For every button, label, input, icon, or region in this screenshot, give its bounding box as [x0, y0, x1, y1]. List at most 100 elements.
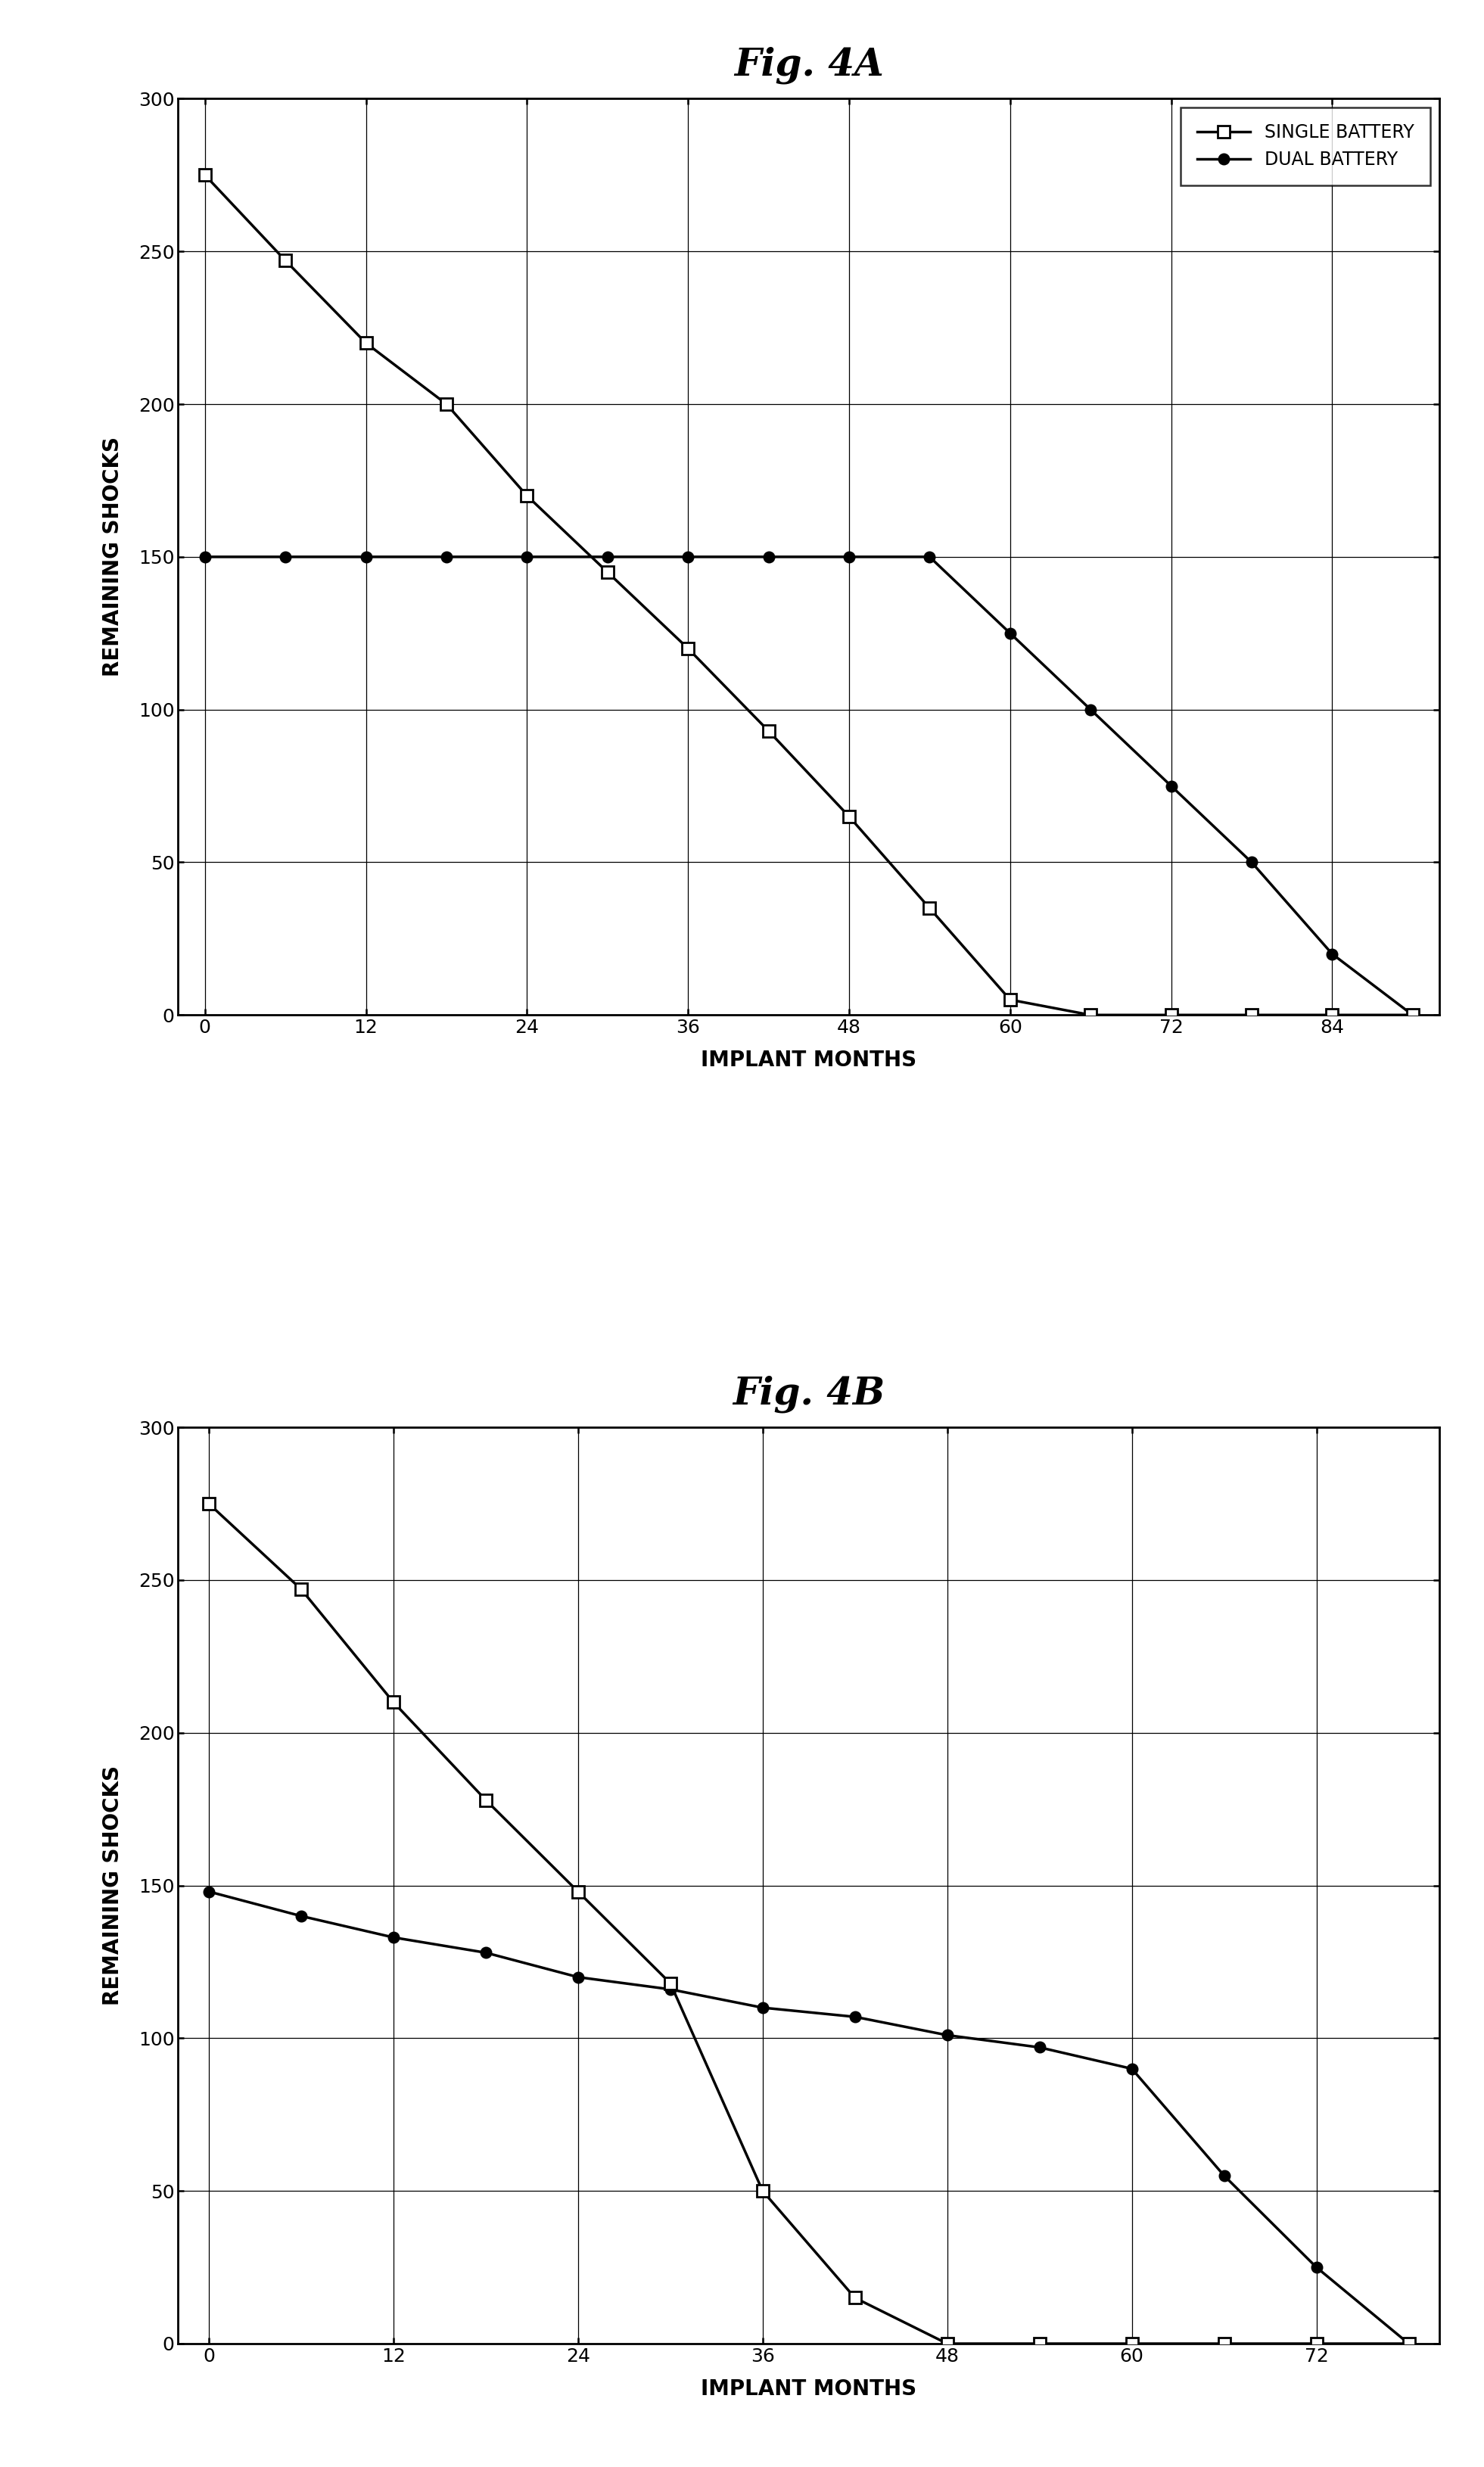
SINGLE BATTERY — [754, 2176, 772, 2205]
Point — [515, 476, 539, 516]
SINGLE BATTERY — [598, 558, 616, 587]
X-axis label: IMPLANT MONTHS: IMPLANT MONTHS — [700, 2378, 917, 2400]
DUAL BATTERY — [1404, 999, 1422, 1029]
DUAL BATTERY — [1215, 2161, 1233, 2191]
SINGLE BATTERY — [680, 634, 697, 664]
Title: Fig. 4B: Fig. 4B — [733, 1377, 884, 1414]
DUAL BATTERY — [1123, 2055, 1141, 2085]
DUAL BATTERY — [1002, 619, 1020, 649]
Y-axis label: REMAINING SHOCKS: REMAINING SHOCKS — [102, 437, 123, 676]
Point — [1212, 2324, 1236, 2363]
SINGLE BATTERY — [1215, 2329, 1233, 2358]
DUAL BATTERY — [1030, 2033, 1048, 2062]
Line: SINGLE BATTERY: SINGLE BATTERY — [199, 168, 1419, 1021]
X-axis label: IMPLANT MONTHS: IMPLANT MONTHS — [700, 1048, 917, 1071]
DUAL BATTERY — [570, 1961, 588, 1991]
Point — [935, 2324, 959, 2363]
Point — [1159, 994, 1183, 1034]
Point — [917, 888, 941, 928]
SINGLE BATTERY — [1242, 999, 1260, 1029]
DUAL BATTERY — [384, 1922, 402, 1951]
Point — [999, 979, 1022, 1019]
Point — [843, 2277, 867, 2317]
DUAL BATTERY — [1082, 696, 1100, 725]
SINGLE BATTERY — [760, 715, 778, 745]
DUAL BATTERY — [476, 1939, 494, 1969]
DUAL BATTERY — [662, 1974, 680, 2003]
SINGLE BATTERY — [1030, 2329, 1048, 2358]
Point — [1321, 994, 1345, 1034]
SINGLE BATTERY — [1324, 999, 1342, 1029]
SINGLE BATTERY — [846, 2282, 864, 2312]
SINGLE BATTERY — [840, 802, 858, 831]
Point — [1401, 994, 1425, 1034]
Point — [1027, 2324, 1051, 2363]
DUAL BATTERY — [200, 1877, 218, 1907]
Line: DUAL BATTERY: DUAL BATTERY — [203, 1887, 1414, 2349]
Point — [677, 629, 700, 669]
Title: Fig. 4A: Fig. 4A — [735, 47, 883, 84]
DUAL BATTERY — [1399, 2329, 1417, 2358]
SINGLE BATTERY — [1002, 984, 1020, 1014]
SINGLE BATTERY — [570, 1877, 588, 1907]
SINGLE BATTERY — [196, 160, 214, 190]
DUAL BATTERY — [920, 543, 938, 572]
Point — [595, 553, 619, 592]
Point — [355, 323, 378, 363]
DUAL BATTERY — [840, 543, 858, 572]
DUAL BATTERY — [938, 2020, 956, 2050]
SINGLE BATTERY — [1082, 999, 1100, 1029]
SINGLE BATTERY — [384, 1687, 402, 1717]
Point — [1304, 2324, 1328, 2363]
DUAL BATTERY — [1307, 2252, 1325, 2282]
SINGLE BATTERY — [1399, 2329, 1417, 2358]
SINGLE BATTERY — [1404, 999, 1422, 1029]
DUAL BATTERY — [196, 543, 214, 572]
SINGLE BATTERY — [292, 1574, 310, 1604]
DUAL BATTERY — [276, 543, 294, 572]
Point — [837, 797, 861, 836]
Point — [1120, 2324, 1144, 2363]
DUAL BATTERY — [680, 543, 697, 572]
SINGLE BATTERY — [1123, 2329, 1141, 2358]
Point — [1239, 994, 1263, 1034]
Point — [1396, 2324, 1420, 2363]
Point — [381, 1682, 405, 1722]
DUAL BATTERY — [518, 543, 536, 572]
SINGLE BATTERY — [438, 390, 456, 419]
Point — [193, 155, 217, 195]
SINGLE BATTERY — [476, 1786, 494, 1816]
Point — [273, 242, 297, 281]
Line: DUAL BATTERY: DUAL BATTERY — [200, 553, 1417, 1021]
Point — [197, 1485, 221, 1525]
DUAL BATTERY — [598, 543, 616, 572]
Point — [659, 1964, 683, 2003]
DUAL BATTERY — [438, 543, 456, 572]
DUAL BATTERY — [1242, 849, 1260, 878]
Point — [435, 385, 459, 424]
DUAL BATTERY — [846, 2003, 864, 2033]
Y-axis label: REMAINING SHOCKS: REMAINING SHOCKS — [102, 1766, 123, 2006]
SINGLE BATTERY — [662, 1969, 680, 1998]
SINGLE BATTERY — [358, 328, 375, 358]
DUAL BATTERY — [358, 543, 375, 572]
DUAL BATTERY — [1162, 772, 1180, 802]
SINGLE BATTERY — [938, 2329, 956, 2358]
SINGLE BATTERY — [276, 247, 294, 276]
Line: SINGLE BATTERY: SINGLE BATTERY — [202, 1497, 1416, 2351]
Legend: SINGLE BATTERY, DUAL BATTERY: SINGLE BATTERY, DUAL BATTERY — [1181, 109, 1431, 185]
Point — [757, 710, 781, 750]
SINGLE BATTERY — [1307, 2329, 1325, 2358]
DUAL BATTERY — [1324, 940, 1342, 970]
DUAL BATTERY — [754, 1993, 772, 2023]
SINGLE BATTERY — [920, 893, 938, 923]
SINGLE BATTERY — [1162, 999, 1180, 1029]
Point — [751, 2171, 775, 2210]
Point — [289, 1569, 313, 1608]
Point — [567, 1872, 591, 1912]
DUAL BATTERY — [292, 1902, 310, 1932]
SINGLE BATTERY — [200, 1490, 218, 1520]
Point — [473, 1781, 497, 1821]
SINGLE BATTERY — [518, 481, 536, 511]
DUAL BATTERY — [760, 543, 778, 572]
